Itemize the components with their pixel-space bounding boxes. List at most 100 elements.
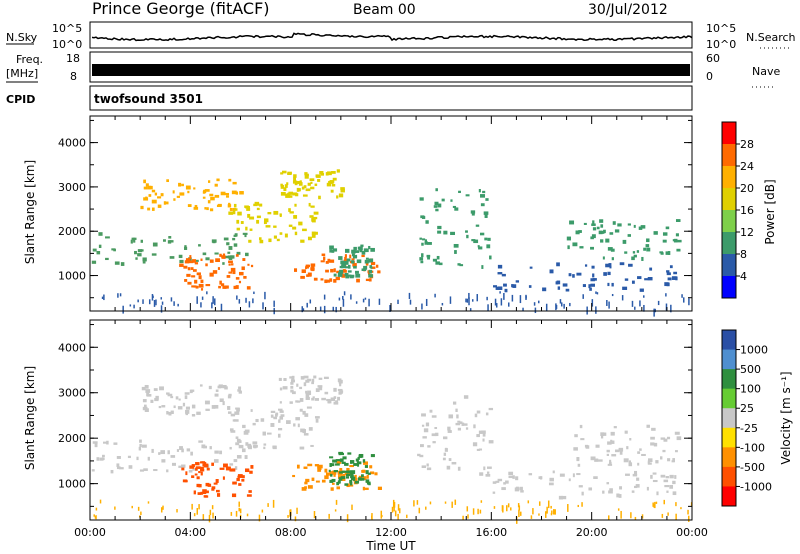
scatter-cell	[435, 261, 440, 265]
scatter-cell	[495, 286, 499, 290]
scatter-cell	[416, 500, 419, 505]
scatter-cell	[353, 246, 357, 251]
scatter-cell	[155, 299, 157, 306]
scatter-cell	[143, 186, 148, 190]
scatter-cell	[303, 382, 307, 387]
scatter-cell	[483, 466, 486, 471]
scatter-cell	[353, 477, 358, 482]
velocity-y-ticks: 1000 2000 3000 4000	[58, 324, 692, 507]
scatter-cell	[314, 398, 320, 401]
scatter-cell	[332, 177, 337, 181]
scatter-cell	[325, 472, 331, 476]
scatter-cell	[364, 465, 368, 468]
scatter-cell	[557, 286, 561, 290]
scatter-cell	[187, 267, 191, 271]
scatter-cell	[619, 451, 623, 455]
scatter-cell	[293, 174, 297, 178]
scatter-cell	[471, 239, 476, 242]
scatter-cell	[214, 450, 219, 454]
cpid-value: twofsound 3501	[94, 92, 203, 106]
scatter-cell	[291, 391, 296, 395]
scatter-cell	[630, 512, 632, 519]
scatter-cell	[224, 285, 229, 289]
scatter-cell	[147, 207, 151, 211]
scatter-cell	[284, 193, 289, 196]
scatter-cell	[160, 507, 163, 513]
scatter-cell	[135, 257, 138, 260]
scatter-cell	[465, 194, 470, 197]
scatter-cell	[315, 418, 319, 423]
scatter-cell	[195, 467, 198, 471]
scatter-cell	[457, 466, 461, 471]
scatter-cell	[245, 442, 249, 446]
scatter-cell	[663, 438, 668, 442]
scatter-cell	[186, 273, 191, 277]
beam-title: Beam 00	[353, 2, 416, 18]
scatter-cell	[550, 505, 552, 509]
scatter-cell	[332, 306, 335, 311]
scatter-cell	[184, 260, 190, 264]
scatter-cell	[189, 465, 195, 469]
scatter-cell	[222, 262, 225, 265]
scatter-cell	[169, 240, 174, 243]
scatter-cell	[339, 458, 344, 462]
scatter-cell	[363, 265, 368, 270]
scatter-cell	[327, 258, 331, 263]
scatter-cell	[425, 220, 429, 224]
scatter-cell	[334, 509, 337, 512]
scatter-cell	[487, 466, 492, 469]
scatter-cell	[235, 191, 239, 195]
scatter-cell	[154, 397, 159, 402]
scatter-cell	[166, 392, 170, 395]
scatter-cell	[339, 471, 343, 474]
scatter-cell	[94, 443, 98, 448]
scatter-cell	[419, 257, 424, 261]
freq-strip: Freq. [MHz] 18 8 60 0 Nave	[6, 51, 780, 88]
scatter-cell	[486, 471, 490, 474]
scatter-cell	[582, 294, 584, 299]
scatter-cell	[343, 291, 346, 296]
scatter-cell	[579, 246, 584, 249]
scatter-cell	[195, 466, 201, 469]
scatter-cell	[296, 383, 299, 387]
scatter-cell	[238, 299, 241, 304]
scatter-cell	[261, 509, 264, 513]
scatter-cell	[465, 427, 469, 430]
scatter-cell	[677, 239, 682, 243]
scatter-cell	[462, 423, 468, 426]
scatter-cell	[329, 479, 334, 483]
scatter-cell	[621, 295, 624, 301]
x-tick-label: 04:00	[174, 526, 206, 539]
scatter-cell	[595, 444, 600, 448]
scatter-cell	[644, 278, 649, 281]
scatter-cell	[214, 298, 216, 306]
scatter-cell	[660, 252, 664, 255]
scatter-cell	[318, 464, 323, 469]
scatter-cell	[237, 211, 242, 216]
scatter-cell	[671, 460, 675, 463]
scatter-cell	[487, 237, 491, 241]
scatter-cell	[219, 280, 222, 285]
scatter-cell	[225, 192, 230, 196]
scatter-cell	[606, 300, 608, 306]
scatter-cell	[231, 468, 236, 472]
scatter-cell	[215, 258, 220, 263]
scatter-cell	[268, 238, 272, 243]
colorbar-segment	[722, 466, 736, 487]
scatter-cell	[130, 239, 133, 244]
scatter-cell	[474, 413, 478, 418]
scatter-cell	[160, 305, 163, 313]
power-data-layer	[91, 169, 690, 317]
scatter-cell	[494, 298, 497, 306]
scatter-cell	[146, 392, 150, 397]
scatter-cell	[338, 256, 343, 260]
scatter-cell	[538, 501, 541, 506]
scatter-cell	[419, 454, 424, 458]
scatter-cell	[288, 208, 291, 212]
scatter-cell	[611, 257, 614, 261]
scatter-cell	[191, 275, 196, 278]
scatter-cell	[227, 395, 232, 399]
colorbar-segment	[722, 349, 736, 370]
scatter-cell	[173, 301, 175, 306]
scatter-cell	[270, 410, 276, 414]
